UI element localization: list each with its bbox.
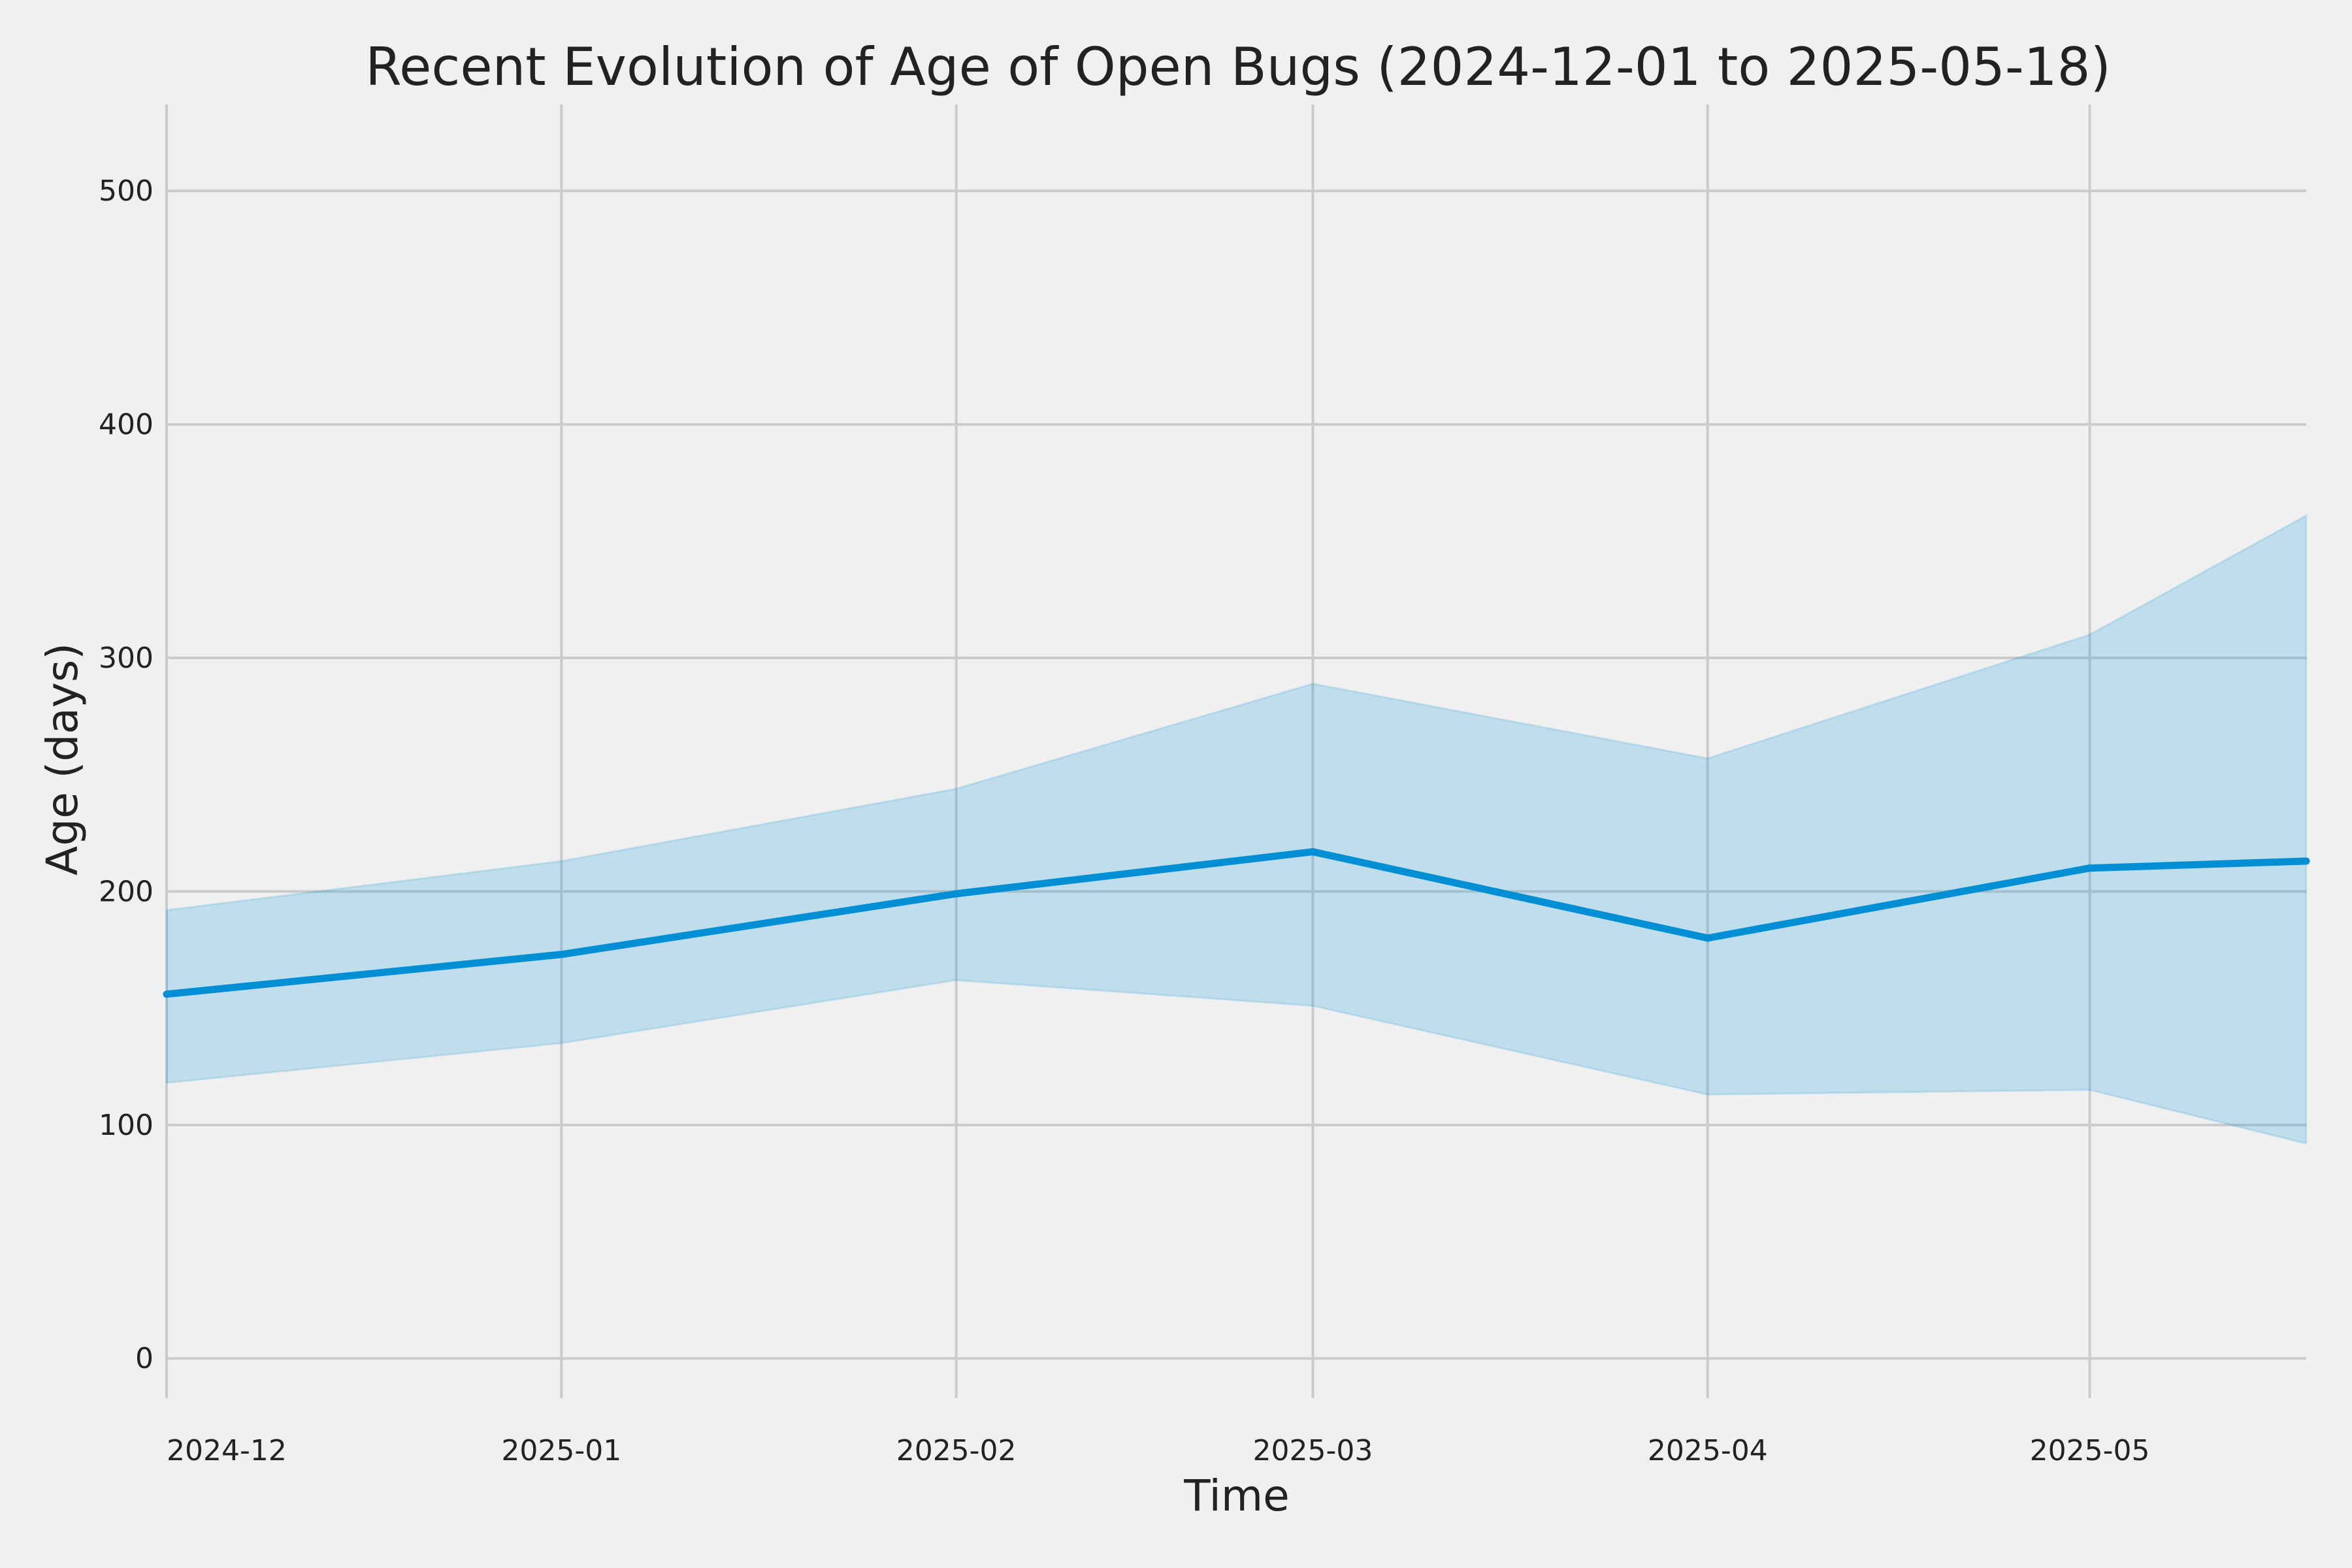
y-axis-title: Age (days): [37, 643, 88, 875]
x-tick-label-2025-04: 2025-04: [1648, 1434, 1768, 1467]
x-tick-label-2025-03: 2025-03: [1253, 1434, 1373, 1467]
data-point: [1704, 934, 1712, 942]
x-tick-label-2025-05: 2025-05: [2030, 1434, 2150, 1467]
data-point: [2302, 857, 2310, 865]
grid: [165, 105, 2306, 1398]
data-point: [1309, 848, 1316, 856]
confidence-band-layer: [165, 514, 2308, 1145]
y-tick-label-100: 100: [99, 1109, 154, 1142]
data-point: [2086, 864, 2094, 872]
x-axis-ticks: 2024-12 2025-01 2025-02 2025-03 2025-04 2025-…: [167, 1434, 2150, 1467]
y-tick-label-300: 300: [99, 642, 154, 675]
x-tick-label-2025-01: 2025-01: [501, 1434, 621, 1467]
chart-title: Recent Evolution of Age of Open Bugs (20…: [365, 37, 2111, 97]
data-point: [163, 990, 171, 998]
y-tick-label-0: 0: [135, 1342, 154, 1375]
series-line-layer: [163, 848, 2310, 998]
data-point: [953, 890, 960, 898]
x-axis-title: Time: [1183, 1471, 1290, 1521]
x-tick-label-2025-02: 2025-02: [896, 1434, 1017, 1467]
data-point: [557, 951, 565, 958]
y-axis-ticks: 0 100 200 300 400 500: [99, 174, 154, 1375]
x-tick-label-2024-12: 2024-12: [167, 1434, 287, 1467]
y-tick-label-200: 200: [99, 875, 154, 908]
confidence-band: [165, 514, 2308, 1145]
y-tick-label-400: 400: [99, 408, 154, 442]
y-tick-label-500: 500: [99, 174, 154, 208]
